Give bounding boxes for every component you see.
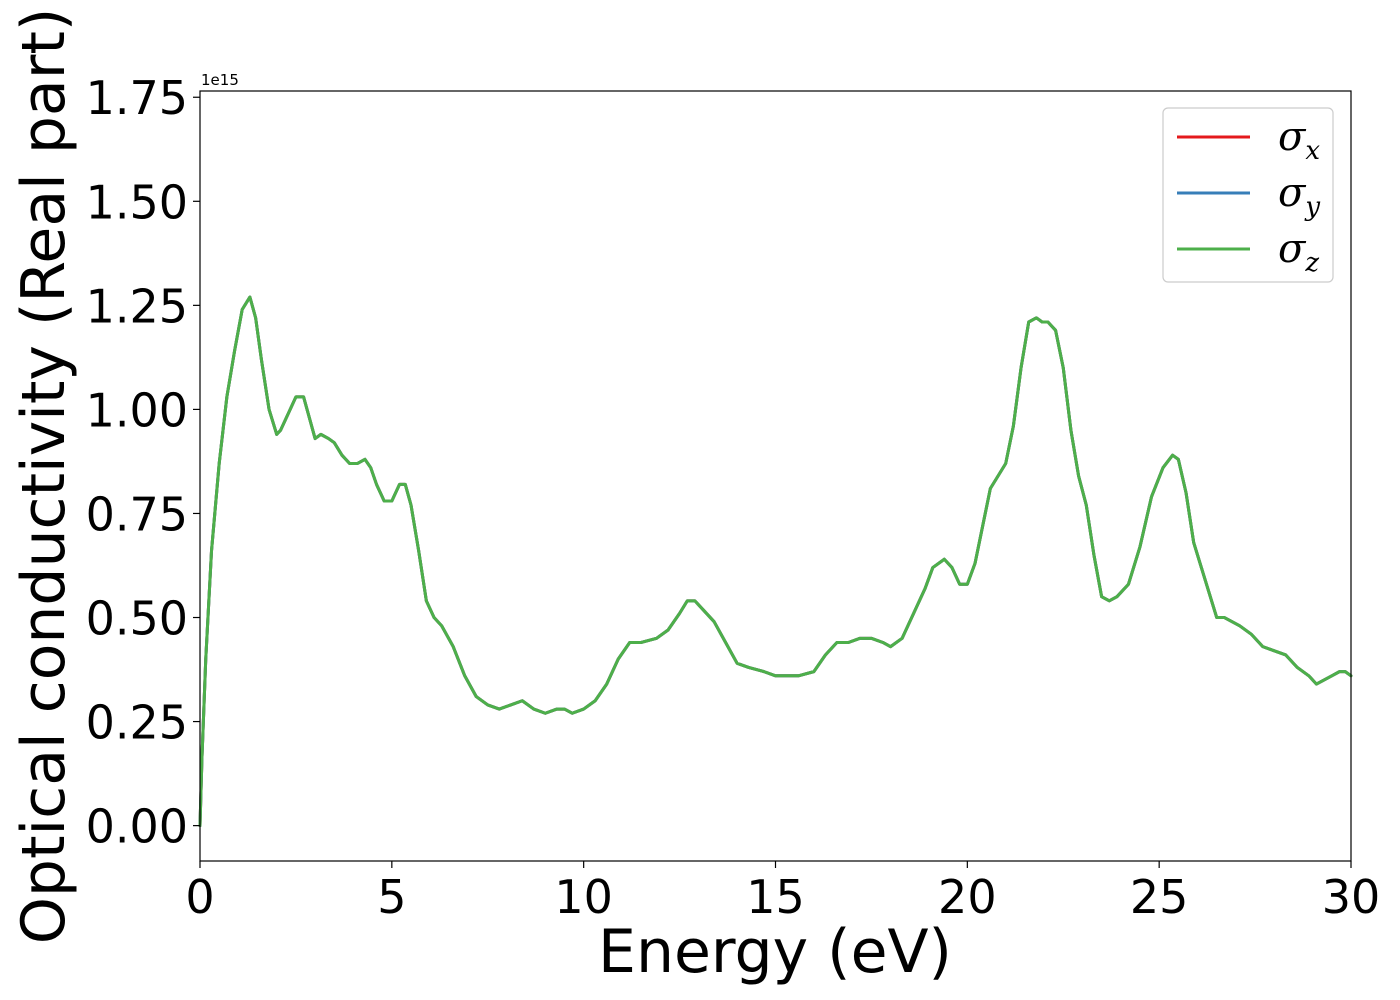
legend-frame — [1162, 107, 1334, 283]
series-layer — [198, 295, 1353, 828]
y-offset-text: 1e15 — [201, 71, 239, 89]
legend-label-x: σx — [1278, 114, 1320, 166]
legend-label-z: σz — [1278, 226, 1319, 278]
y-tick-label: 0.50 — [86, 592, 188, 646]
y-tick-label: 1.25 — [86, 279, 188, 333]
y-tick-label: 1.00 — [86, 383, 188, 437]
y-axis-title: Optical conductivity (Real part) — [9, 8, 79, 945]
y-axis: 0.00 0.25 0.50 0.75 1.00 1.25 1.50 1.75 — [86, 71, 200, 854]
legend-subscript: y — [1304, 192, 1320, 222]
y-tick-label: 0.25 — [86, 696, 188, 750]
legend-symbol: σ — [1278, 226, 1307, 272]
x-tick-label: 20 — [938, 870, 997, 924]
legend-subscript: z — [1304, 248, 1319, 278]
x-tick-label: 15 — [746, 870, 805, 924]
legend-symbol: σ — [1278, 114, 1307, 160]
y-tick-label: 0.75 — [86, 487, 188, 541]
series-line-z — [198, 295, 1353, 828]
x-tick-label: 5 — [377, 870, 406, 924]
legend-subscript: x — [1305, 136, 1320, 166]
y-tick-label: 0.00 — [86, 800, 188, 854]
x-tick-label: 10 — [554, 870, 613, 924]
y-tick-label: 1.75 — [86, 71, 188, 125]
x-tick-label: 25 — [1130, 870, 1189, 924]
legend-symbol: σ — [1278, 170, 1307, 216]
x-axis-title: Energy (eV) — [598, 917, 952, 987]
y-tick-label: 1.50 — [86, 175, 188, 229]
x-axis: 0 5 10 15 20 25 30 — [185, 861, 1380, 924]
x-tick-label: 0 — [185, 870, 214, 924]
x-tick-label: 30 — [1322, 870, 1381, 924]
legend-label-y: σy — [1278, 170, 1320, 222]
